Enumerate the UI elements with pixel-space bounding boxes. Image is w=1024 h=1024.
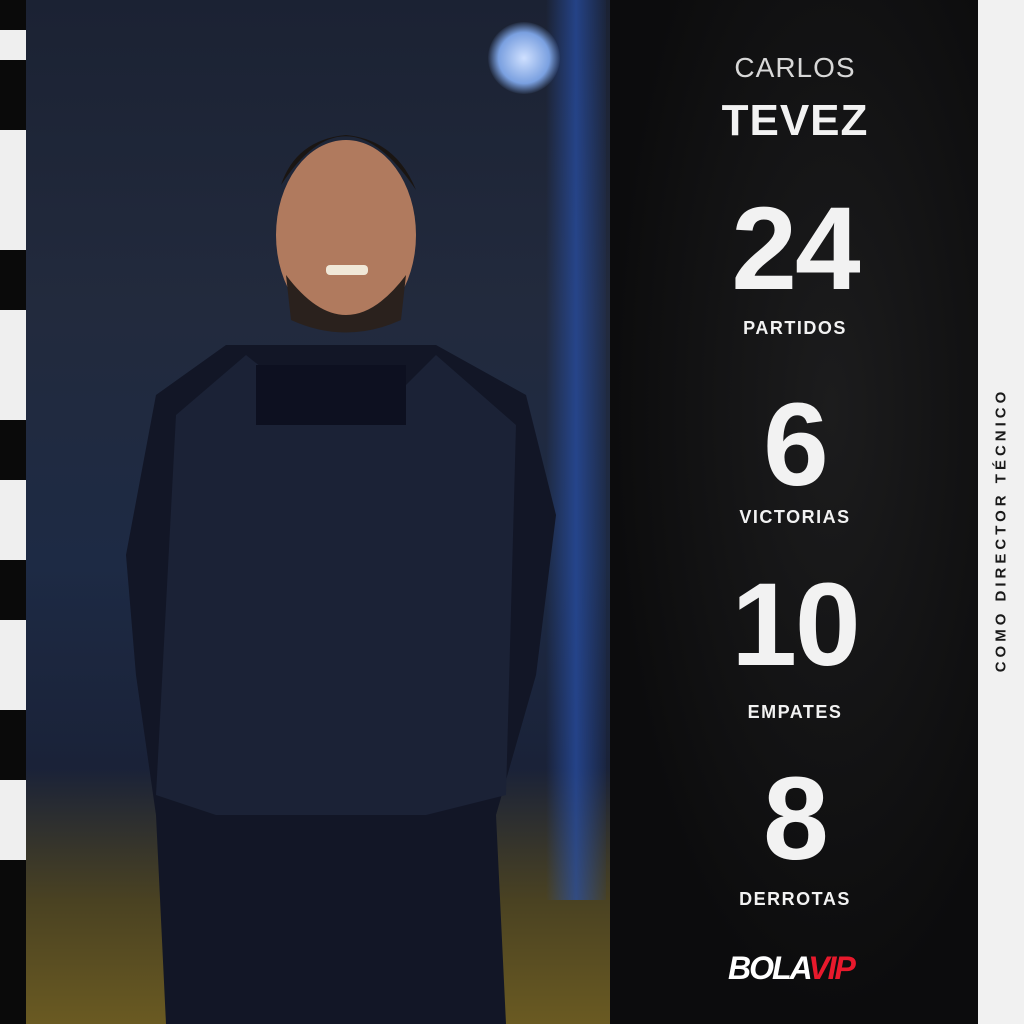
stat-value-losses: 8 — [763, 753, 829, 885]
last-name: TEVEZ — [721, 96, 869, 145]
stat-label-losses: DERROTAS — [739, 889, 851, 909]
stat-value-draws: 10 — [731, 559, 860, 691]
bolavip-logo: BOLAVIP — [728, 950, 856, 986]
coach-figure — [126, 135, 556, 1024]
stat-label-wins: VICTORIAS — [739, 507, 851, 527]
decorative-left-strip — [0, 0, 26, 1024]
coach-photo — [26, 0, 610, 1024]
stat-label-matches: PARTIDOS — [743, 318, 847, 338]
first-name: CARLOS — [734, 52, 856, 83]
stats-panel — [610, 0, 978, 1024]
decorative-right-strip — [978, 0, 1024, 1024]
stat-value-wins: 6 — [763, 379, 829, 511]
stat-label-draws: EMPATES — [747, 702, 843, 722]
side-caption: COMO DIRECTOR TÉCNICO — [992, 387, 1010, 673]
stat-value-matches: 24 — [731, 183, 860, 315]
